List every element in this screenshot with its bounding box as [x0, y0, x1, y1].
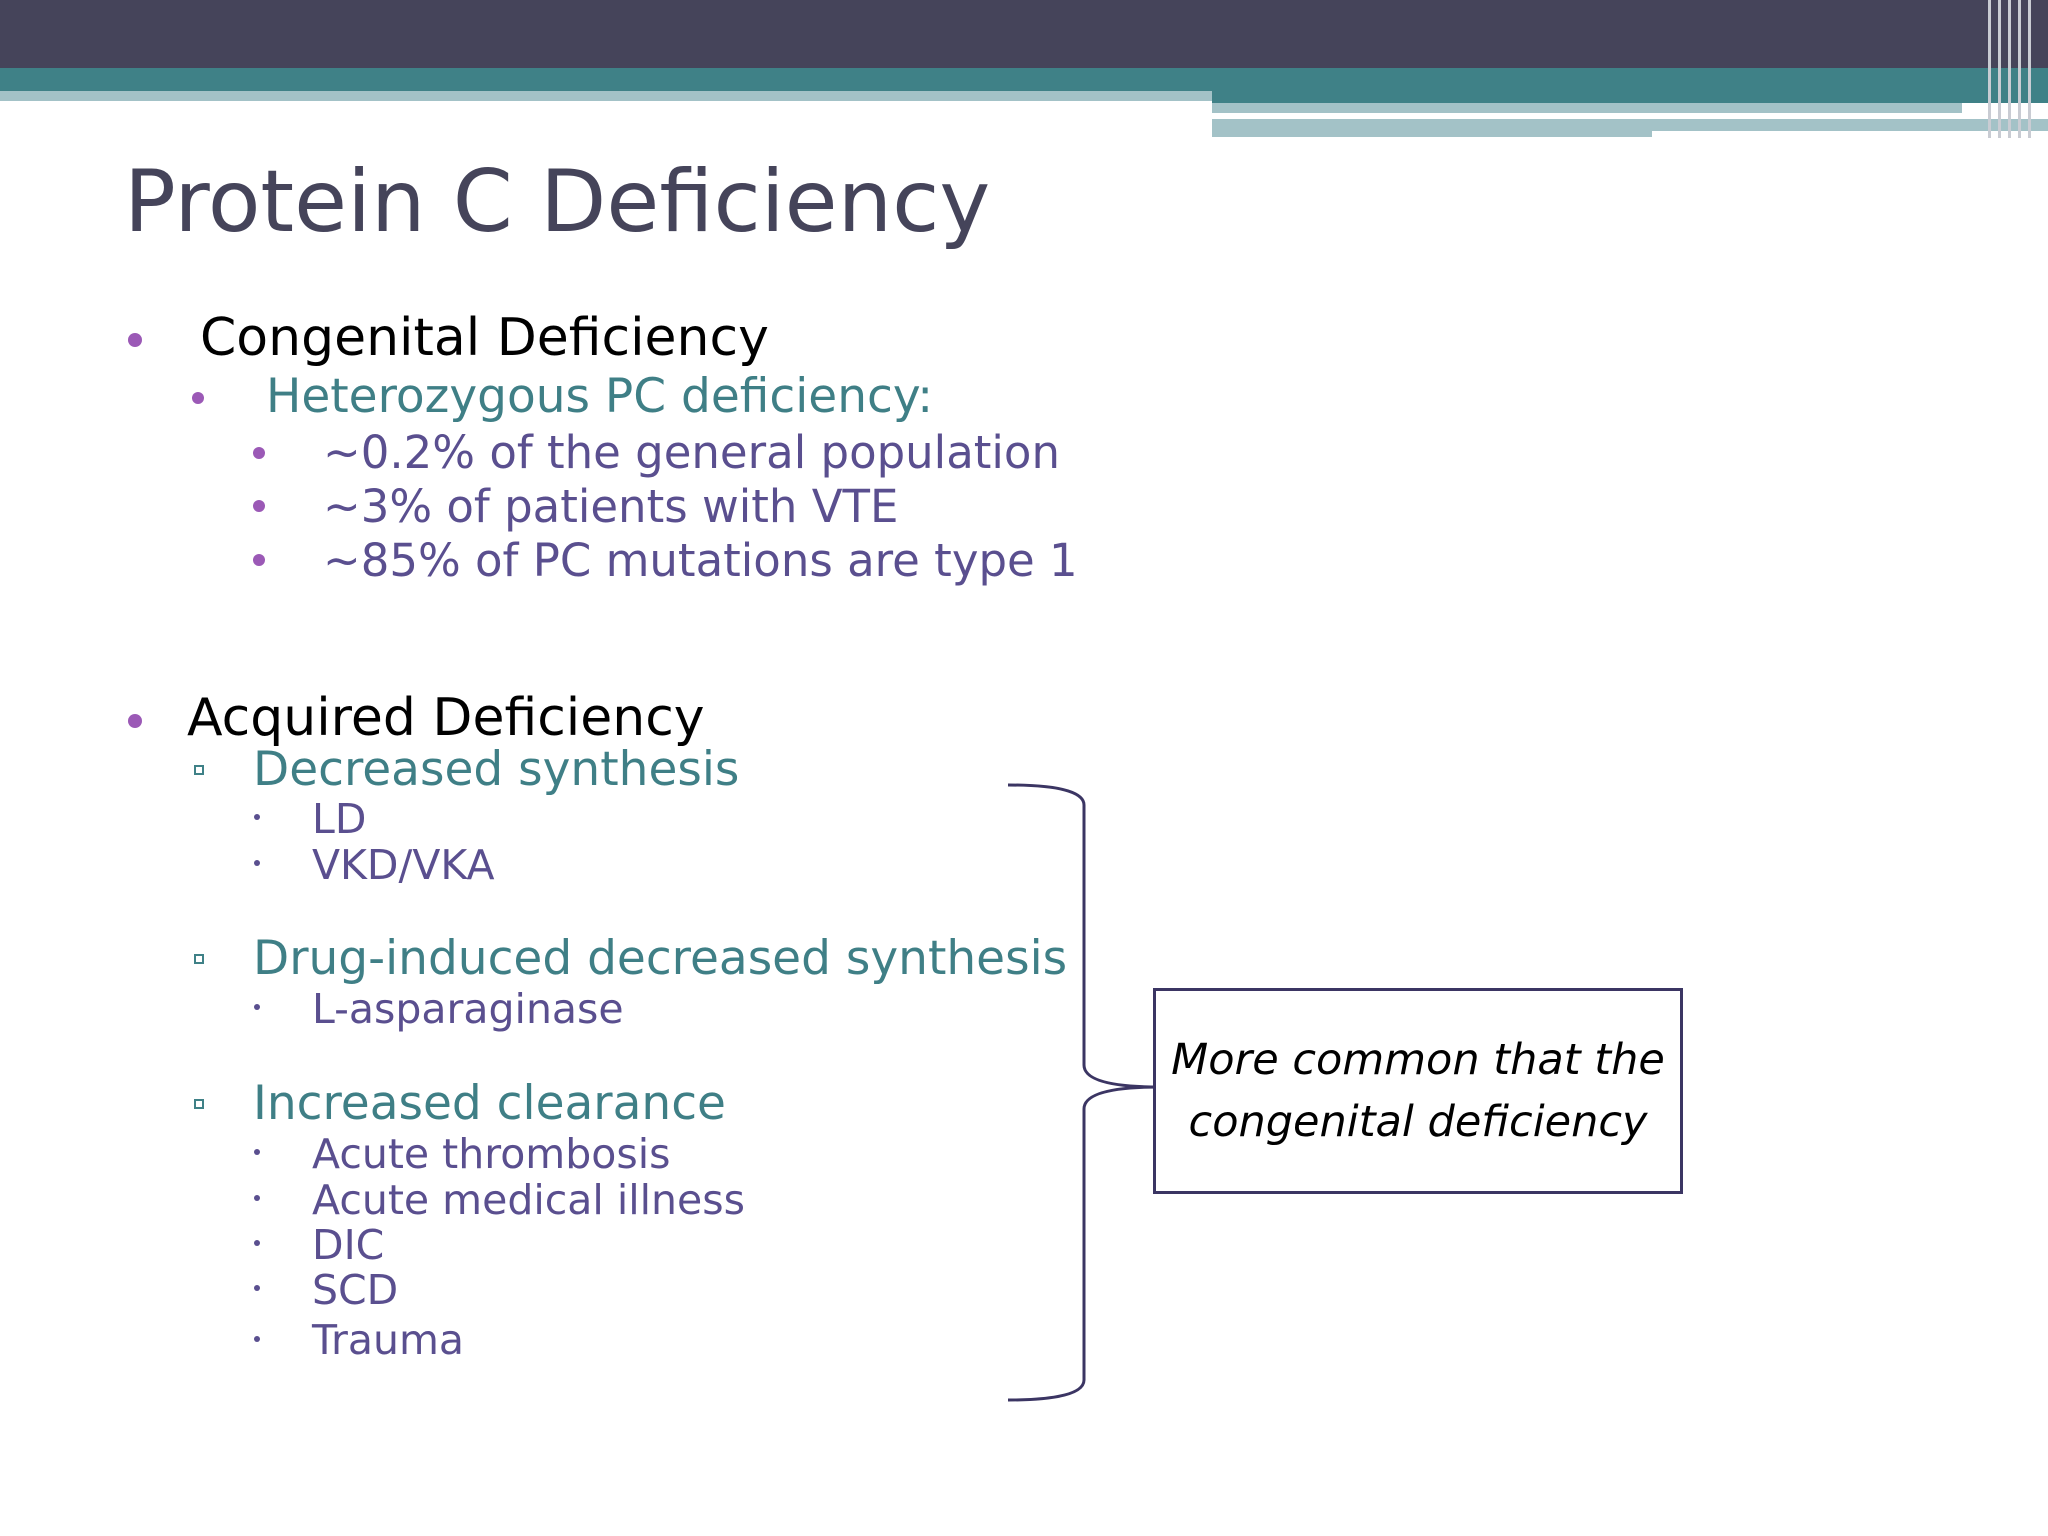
congenital-item: ~85% of PC mutations are type 1: [323, 534, 1078, 587]
bullet-icon: [253, 500, 265, 512]
bullet-icon: [254, 1336, 260, 1342]
header-stripe: [2028, 0, 2031, 138]
acquired-group-label: Drug-induced decreased synthesis: [253, 931, 1068, 986]
slide-title: Protein C Deficiency: [124, 152, 991, 252]
acquired-item: SCD: [312, 1266, 399, 1314]
bullet-icon: [253, 554, 265, 566]
header-bar-white-line: [1212, 113, 1898, 119]
acquired-item: Acute thrombosis: [312, 1130, 671, 1178]
acquired-group-label: Increased clearance: [253, 1076, 726, 1131]
bullet-icon: [254, 1149, 260, 1155]
acquired-group-label: Decreased synthesis: [253, 742, 740, 797]
bullet-icon: [192, 392, 204, 404]
bullet-icon: [253, 447, 265, 459]
bullet-icon: [254, 1004, 260, 1010]
header-bar-dark: [0, 0, 2048, 68]
congenital-item: ~0.2% of the general population: [323, 426, 1060, 479]
congenital-heading: Congenital Deficiency: [200, 308, 769, 368]
header-bar-light-right-2: [1212, 119, 1652, 137]
acquired-item: Acute medical illness: [312, 1176, 745, 1224]
header-bar-teal: [0, 68, 2048, 91]
square-bullet-icon: [194, 954, 204, 964]
header-stripe: [2018, 0, 2021, 138]
acquired-item: DIC: [312, 1221, 385, 1269]
header-bar-teal-right: [1212, 91, 2048, 103]
callout-line: More common that the: [1171, 1035, 1665, 1085]
congenital-item: ~3% of patients with VTE: [323, 480, 899, 533]
acquired-item: VKD/VKA: [312, 841, 495, 889]
bullet-icon: [254, 1195, 260, 1201]
right-brace-icon: [1007, 783, 1161, 1402]
square-bullet-icon: [194, 1099, 204, 1109]
acquired-heading: Acquired Deficiency: [187, 688, 705, 748]
bullet-icon: [128, 333, 142, 347]
acquired-item: LD: [312, 795, 367, 843]
callout-box: More common that the congenital deficien…: [1153, 988, 1683, 1194]
bullet-icon: [254, 860, 260, 866]
header-stripe: [1988, 0, 1991, 138]
bullet-icon: [128, 714, 142, 728]
header-bar-light-left: [0, 91, 1212, 101]
callout-line: congenital deficiency: [1188, 1097, 1648, 1147]
congenital-subheading: Heterozygous PC deficiency:: [266, 369, 934, 424]
header-stripe: [1998, 0, 2001, 138]
acquired-item: Trauma: [312, 1316, 465, 1364]
bullet-icon: [254, 1285, 260, 1291]
square-bullet-icon: [194, 765, 204, 775]
header-bar-light-right-1: [1212, 103, 1962, 113]
bullet-icon: [254, 1240, 260, 1246]
header-bar-light-right-3: [1652, 119, 2048, 131]
acquired-item: L-asparaginase: [312, 985, 624, 1033]
header-stripe: [2008, 0, 2011, 138]
bullet-icon: [254, 814, 260, 820]
